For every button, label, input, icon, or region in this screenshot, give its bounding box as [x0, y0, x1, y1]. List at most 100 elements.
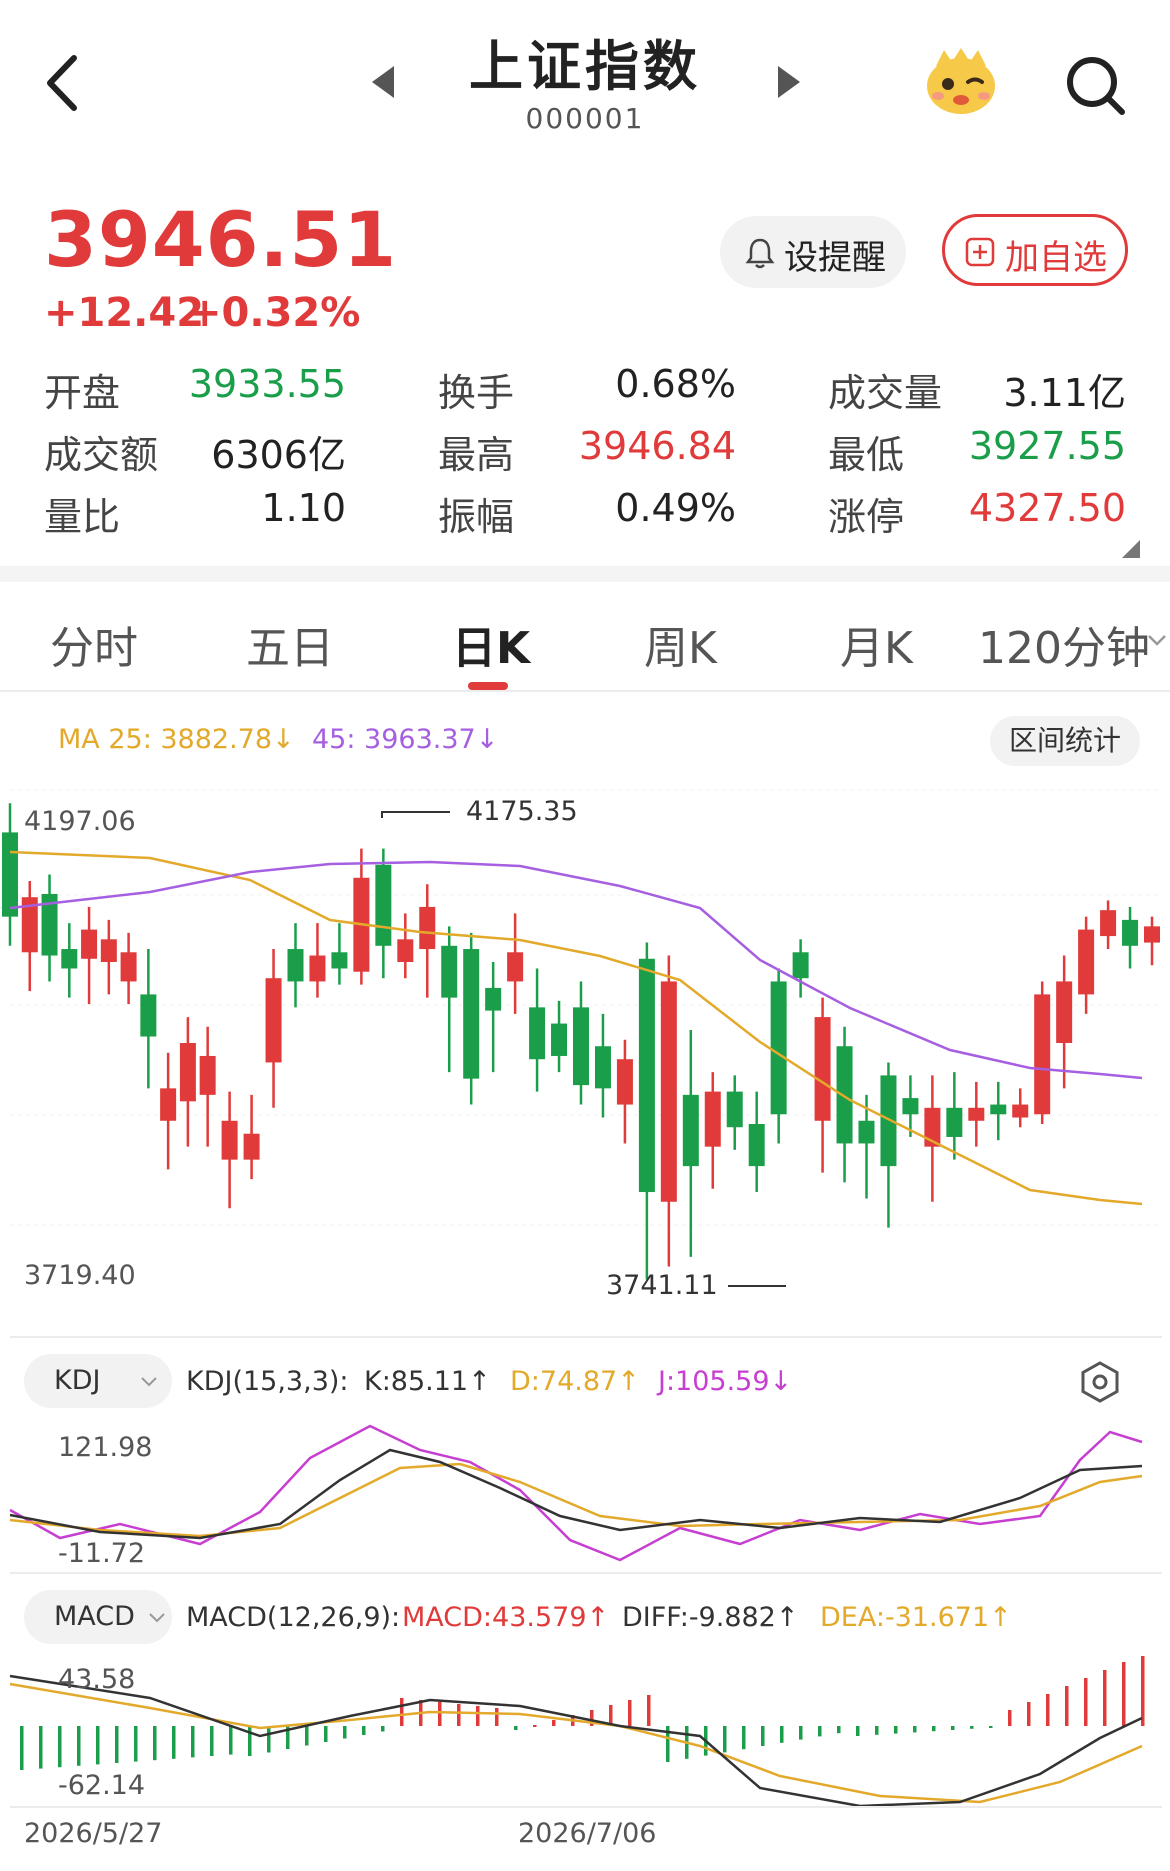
- set-alert-button[interactable]: 设提醒: [720, 216, 906, 288]
- macd-bar: [286, 1726, 290, 1749]
- macd-bar: [799, 1726, 803, 1740]
- macd-bar: [761, 1726, 765, 1746]
- macd-bar: [1084, 1678, 1088, 1726]
- tab-period[interactable]: 120分钟: [978, 623, 1150, 674]
- candle: [199, 1026, 216, 1147]
- macd-bar: [666, 1726, 670, 1762]
- macd-diff-value: DIFF:-9.882↑: [622, 1602, 799, 1633]
- macd-bar: [134, 1726, 138, 1762]
- macd-selector[interactable]: MACD: [24, 1590, 172, 1644]
- macd-bar: [970, 1726, 974, 1729]
- candle: [1034, 981, 1051, 1124]
- range-stats-button[interactable]: 区间统计: [990, 716, 1140, 766]
- candle: [1100, 900, 1117, 950]
- macd-bar: [723, 1726, 727, 1753]
- dea-line: [9, 1682, 1143, 1804]
- chart-divider: [10, 1336, 1162, 1338]
- indicator-settings-button[interactable]: [1078, 1360, 1122, 1404]
- macd-bar: [115, 1726, 119, 1763]
- macd-bar: [172, 1726, 176, 1759]
- ma45-label: 45: 3963.37↓: [312, 724, 499, 755]
- macd-dea-value: DEA:-31.671↑: [820, 1602, 1012, 1633]
- stat-value: 1.10: [261, 486, 346, 530]
- candle: [309, 923, 326, 998]
- active-tab-indicator: [468, 682, 508, 690]
- tab-period[interactable]: 分时: [50, 623, 138, 674]
- macd-bar: [1046, 1694, 1050, 1726]
- macd-bar: [552, 1720, 556, 1726]
- macd-chart: [9, 1656, 1145, 1806]
- candle: [836, 1026, 853, 1183]
- macd-bar: [628, 1700, 632, 1726]
- macd-bar: [780, 1726, 784, 1743]
- macd-bar: [1027, 1702, 1031, 1726]
- candle: [704, 1072, 721, 1189]
- tab-period[interactable]: 月K: [840, 623, 913, 674]
- macd-bar: [609, 1705, 613, 1726]
- candle: [353, 848, 370, 985]
- price-change: +12.42: [44, 290, 205, 336]
- price-change-pct: +0.32%: [188, 290, 361, 336]
- candle: [41, 874, 58, 982]
- prev-index-button[interactable]: [372, 66, 394, 98]
- candle: [265, 949, 282, 1108]
- macd-bar: [191, 1726, 195, 1758]
- candle: [551, 1000, 568, 1073]
- kdj-divider: [10, 1572, 1162, 1574]
- macd-bar: [837, 1726, 841, 1734]
- candle: [902, 1075, 919, 1137]
- macd-bar: [267, 1726, 271, 1753]
- chevron-down-icon[interactable]: [1146, 632, 1168, 648]
- search-button[interactable]: [1064, 54, 1128, 118]
- search-icon: [1067, 57, 1125, 115]
- candle: [160, 1052, 177, 1170]
- macd-value: MACD:43.579↑: [402, 1602, 610, 1633]
- macd-bar: [20, 1726, 24, 1770]
- mascot-button[interactable]: [922, 44, 1000, 118]
- tab-period[interactable]: 日K: [452, 623, 531, 674]
- candle: [1122, 906, 1139, 969]
- macd-bar: [818, 1726, 822, 1737]
- add-watchlist-label: 加自选: [1005, 238, 1107, 278]
- candle: [638, 942, 655, 1280]
- stat-label: 量比: [44, 495, 121, 539]
- candle: [792, 939, 809, 998]
- candle: [1012, 1088, 1029, 1128]
- kdj-params: KDJ(15,3,3):: [186, 1366, 349, 1397]
- add-watchlist-button[interactable]: 加自选: [942, 214, 1128, 286]
- plus-square-icon: [965, 237, 995, 267]
- macd-bar: [894, 1726, 898, 1734]
- chevron-down-icon: [149, 1613, 165, 1623]
- kdj-d-value: D:74.87↑: [510, 1366, 640, 1397]
- back-button[interactable]: [40, 48, 90, 118]
- candle: [81, 906, 98, 1005]
- stat-value: 3927.55: [968, 424, 1126, 468]
- kdj-selector[interactable]: KDJ: [24, 1354, 172, 1408]
- kdj-axis-max: 121.98: [58, 1432, 153, 1463]
- candle: [441, 926, 458, 1073]
- stat-label: 开盘: [44, 371, 121, 415]
- candle: [243, 1094, 260, 1180]
- candle: [375, 848, 392, 979]
- candlestick-chart[interactable]: [0, 780, 1170, 1320]
- date-start: 2026/5/27: [24, 1818, 163, 1849]
- tab-period[interactable]: 五日: [246, 623, 334, 674]
- macd-bar: [96, 1726, 100, 1765]
- high-price-annotation: 4175.35: [466, 796, 578, 827]
- tab-period[interactable]: 周K: [644, 623, 717, 674]
- candle: [397, 913, 414, 979]
- macd-bar: [590, 1710, 594, 1726]
- next-index-button[interactable]: [778, 66, 800, 98]
- page-title: 上证指数: [469, 35, 701, 98]
- current-price: 3946.51: [44, 195, 398, 284]
- candle: [61, 923, 78, 998]
- set-alert-label: 设提醒: [784, 238, 886, 278]
- candle: [858, 1094, 875, 1199]
- stat-label: 最低: [828, 433, 905, 477]
- macd-axis-min: -62.14: [58, 1770, 146, 1801]
- candle: [331, 923, 348, 985]
- candle: [120, 932, 137, 1005]
- macd-bar: [932, 1726, 936, 1732]
- kdj-axis-min: -11.72: [58, 1538, 146, 1569]
- candle: [682, 1030, 699, 1257]
